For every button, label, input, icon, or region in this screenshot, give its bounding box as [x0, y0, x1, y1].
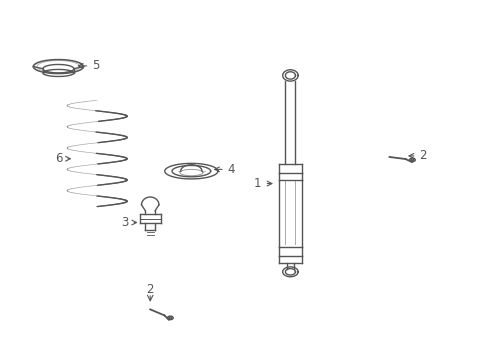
Text: 2: 2: [408, 149, 426, 162]
Text: 2: 2: [146, 283, 154, 296]
Text: 3: 3: [121, 216, 136, 229]
Text: 5: 5: [78, 59, 100, 72]
Text: 6: 6: [55, 152, 70, 165]
Text: 4: 4: [214, 163, 235, 176]
Text: 1: 1: [254, 177, 271, 190]
